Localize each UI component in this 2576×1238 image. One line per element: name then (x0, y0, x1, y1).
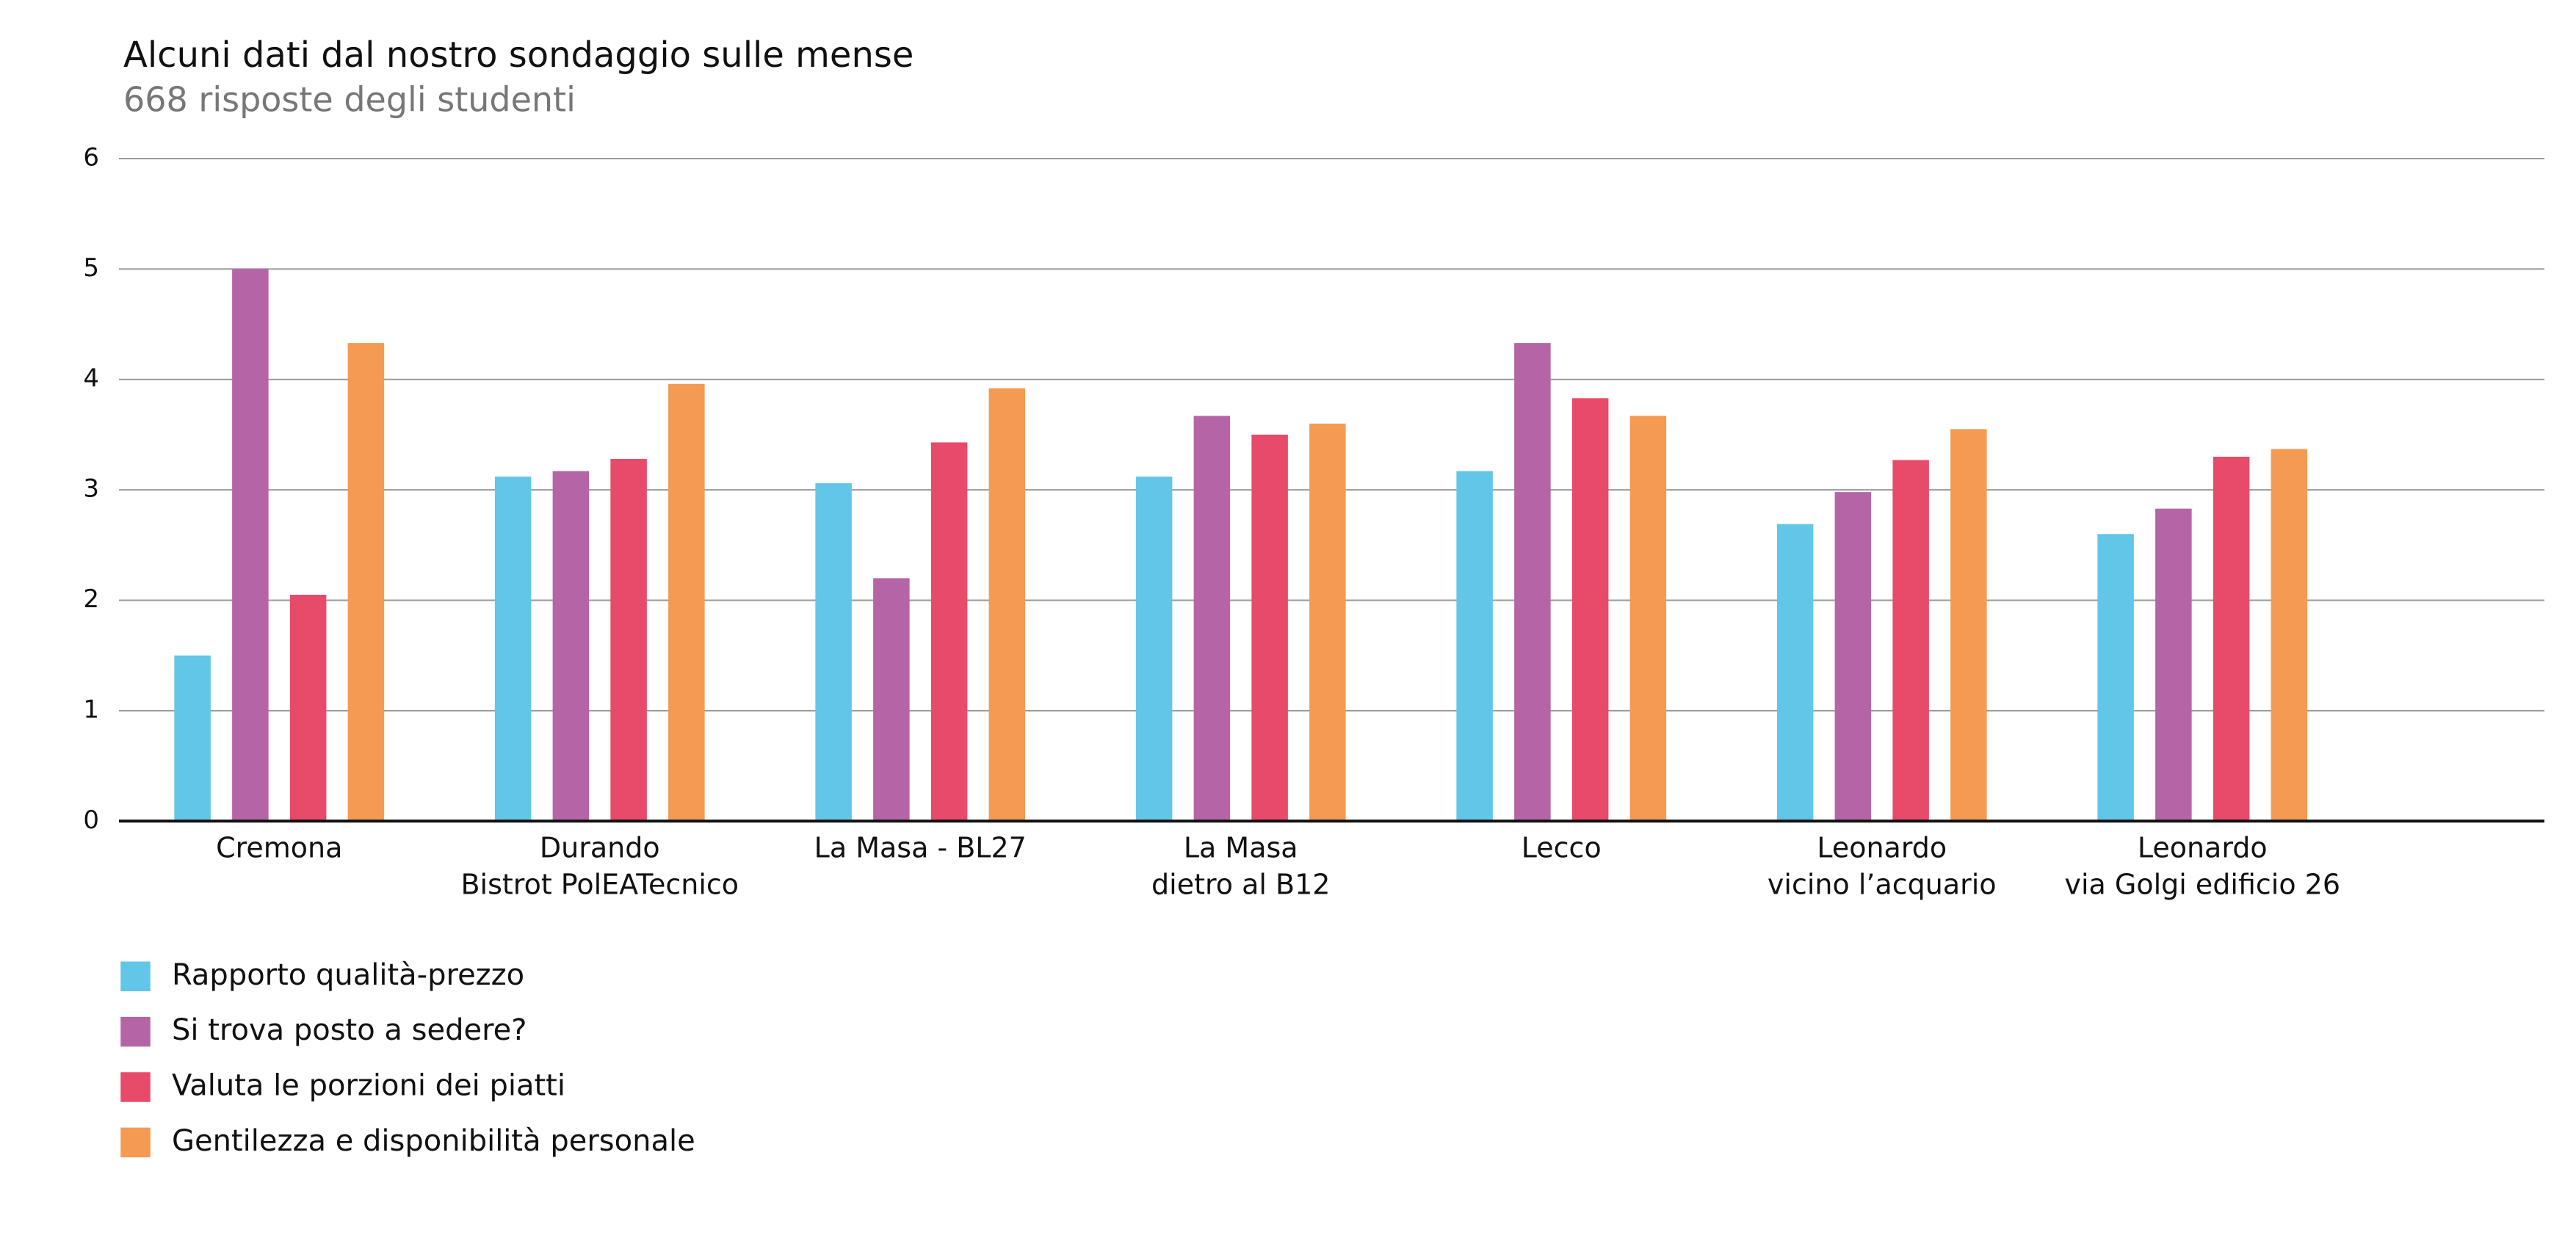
bar (289, 594, 327, 822)
bar (1251, 434, 1288, 822)
chart-title: Alcuni dati dal nostro sondaggio sulle m… (123, 35, 913, 76)
legend-label: Si trova posto a sedere? (172, 1013, 527, 1047)
legend-swatch (120, 961, 151, 991)
bar (1456, 471, 1493, 822)
bar (1514, 343, 1551, 822)
bar (1309, 423, 1346, 822)
bar (552, 471, 590, 822)
bar (1135, 477, 1173, 822)
legend-swatch (120, 1072, 151, 1102)
x-tick-label: Cremona (216, 831, 342, 864)
x-tick-label: Leonardo vicino l’acquario (1768, 831, 1997, 900)
x-tick-label-line: Leonardo (1817, 831, 1947, 864)
y-tick-label: 6 (83, 143, 99, 173)
x-tick-label-line: La Masa - BL27 (814, 831, 1027, 864)
bar (1776, 524, 1814, 822)
y-tick-label: 2 (83, 584, 99, 614)
x-tick-label-line: Durando (540, 831, 660, 864)
y-tick-label: 0 (83, 806, 99, 835)
bar (1834, 492, 1872, 822)
x-tick-label-line: dietro al B12 (1151, 868, 1330, 900)
bar (1193, 416, 1231, 822)
y-tick-label: 3 (83, 474, 99, 504)
bar (2155, 508, 2192, 822)
bar (2097, 534, 2134, 822)
legend-label: Gentilezza e disponibilità personale (172, 1124, 695, 1158)
chart-subtitle: 668 risposte degli studenti (123, 80, 576, 120)
bar (174, 655, 211, 822)
bar (232, 269, 269, 822)
y-tick-label: 1 (83, 695, 99, 724)
x-tick-label: Durando Bistrot PolEATecnico (460, 831, 739, 900)
bar (494, 477, 532, 822)
bar (1629, 416, 1667, 822)
x-tick-label-line: Leonardo (2138, 831, 2268, 864)
bar (347, 343, 385, 822)
bar (988, 388, 1026, 822)
bar (2213, 457, 2250, 822)
x-tick-label-line: Cremona (216, 831, 342, 864)
legend-label: Valuta le porzioni dei piatti (172, 1069, 565, 1103)
y-tick-label: 4 (83, 363, 99, 393)
legend-swatch (120, 1016, 151, 1047)
bar (610, 459, 647, 822)
bar (1571, 398, 1609, 822)
x-tick-label-line: Bistrot PolEATecnico (460, 868, 739, 900)
legend-swatch (120, 1127, 151, 1158)
x-tick-label-line: vicino l’acquario (1768, 868, 1997, 900)
bar (930, 442, 968, 822)
bar (1892, 460, 1929, 822)
x-tick-label: La Masa - BL27 (814, 831, 1027, 864)
bar (1950, 429, 1987, 822)
bar (2271, 449, 2308, 822)
y-tick-label: 5 (83, 253, 99, 283)
x-tick-label-line: via Golgi edificio 26 (2064, 868, 2340, 900)
x-tick-label-line: Lecco (1522, 831, 1602, 864)
bar (873, 578, 910, 822)
x-tick-label: Leonardo via Golgi edificio 26 (2064, 831, 2340, 900)
legend-label: Rapporto qualità-prezzo (172, 958, 524, 992)
x-tick-label: Lecco (1522, 831, 1602, 864)
x-tick-label-line: La Masa (1184, 831, 1298, 864)
bar (668, 383, 705, 822)
x-tick-label: La Masa dietro al B12 (1151, 831, 1330, 900)
bar (815, 483, 852, 822)
